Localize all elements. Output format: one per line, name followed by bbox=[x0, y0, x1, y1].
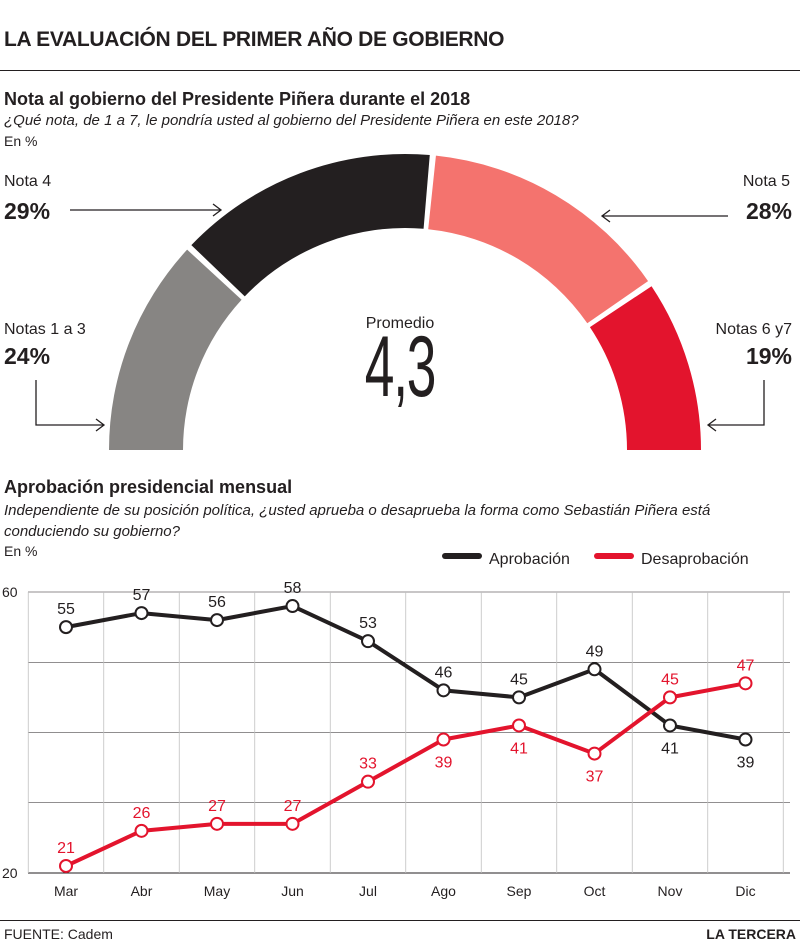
arrow-notas1a3 bbox=[35, 380, 106, 432]
data-label: 53 bbox=[359, 615, 377, 632]
slice-label-notas1a3: Notas 1 a 3 bbox=[4, 321, 86, 338]
data-point bbox=[210, 816, 224, 831]
data-label: 33 bbox=[359, 756, 377, 773]
data-point bbox=[285, 599, 300, 614]
data-label: 37 bbox=[586, 769, 604, 786]
x-tick-label: Jul bbox=[359, 883, 377, 899]
data-label: 46 bbox=[435, 664, 453, 681]
data-label: 39 bbox=[435, 755, 453, 772]
series-line-aprobacion bbox=[65, 604, 746, 742]
data-point bbox=[738, 732, 753, 747]
approval-section-title: Aprobación presidencial mensual bbox=[4, 477, 293, 497]
y-tick-label: 20 bbox=[2, 865, 18, 881]
x-tick-label: May bbox=[204, 883, 230, 899]
x-tick-label: Ago bbox=[431, 883, 456, 899]
data-point bbox=[59, 620, 73, 635]
data-point bbox=[361, 634, 375, 649]
data-point bbox=[436, 732, 451, 747]
data-label: 27 bbox=[284, 798, 302, 815]
data-point bbox=[738, 676, 753, 691]
data-label: 57 bbox=[133, 587, 151, 604]
data-point bbox=[587, 746, 602, 761]
arrow-nota5 bbox=[600, 209, 728, 223]
legend-swatch-aprobacion bbox=[442, 553, 482, 559]
average-value: 4,3 bbox=[364, 319, 437, 415]
slice-value-notas6y7: 19% bbox=[745, 343, 792, 369]
data-label: 58 bbox=[284, 580, 302, 597]
data-label: 55 bbox=[57, 601, 75, 618]
data-point bbox=[512, 690, 526, 705]
publisher-brand: LA TERCERA bbox=[706, 926, 796, 942]
approval-section-question: Independiente de su posición política, ¿… bbox=[4, 502, 711, 541]
data-point bbox=[663, 718, 677, 733]
slice-value-nota5: 28% bbox=[745, 198, 792, 224]
data-point bbox=[587, 662, 602, 677]
y-tick-label: 60 bbox=[2, 584, 18, 600]
x-tick-label: Abr bbox=[131, 883, 153, 899]
slice-label-nota4: Nota 4 bbox=[4, 173, 52, 190]
slice-label-notas6y7: Notas 6 y7 bbox=[715, 321, 792, 338]
data-label: 26 bbox=[133, 805, 151, 822]
data-point bbox=[134, 823, 149, 838]
source-note: FUENTE: Cadem bbox=[4, 926, 113, 942]
approval-section-unit: En % bbox=[4, 543, 38, 559]
data-label: 45 bbox=[661, 671, 679, 688]
title-divider bbox=[0, 70, 800, 71]
gauge-slice-1 bbox=[191, 154, 430, 297]
arrow-notas6y7 bbox=[706, 380, 765, 432]
data-point bbox=[361, 774, 375, 789]
data-label: 39 bbox=[737, 755, 755, 772]
legend-swatch-desaprobacion bbox=[594, 553, 634, 559]
slice-label-nota5: Nota 5 bbox=[742, 173, 790, 190]
x-tick-label: Dic bbox=[735, 883, 755, 899]
gauge-slice-2 bbox=[428, 155, 649, 324]
monthly-approval-line-chart: 55 57 56 58 53 46 45 49 41 39 21 26 27 27 33 39 41 37 45 47… bbox=[2, 580, 790, 899]
data-label: 47 bbox=[737, 657, 755, 674]
data-point bbox=[134, 606, 149, 621]
data-label: 27 bbox=[208, 798, 226, 815]
legend-label-desaprobacion: Desaprobación bbox=[641, 551, 749, 568]
gauge-slice-3 bbox=[589, 286, 701, 450]
slice-value-nota4: 29% bbox=[4, 198, 51, 224]
gauge-section-question: ¿Qué nota, de 1 a 7, le pondría usted al… bbox=[4, 112, 579, 129]
data-point bbox=[663, 690, 677, 705]
grade-gauge-chart bbox=[35, 154, 765, 450]
arrow-nota4 bbox=[70, 203, 223, 217]
gauge-slice-0 bbox=[109, 249, 242, 450]
x-tick-label: Jun bbox=[281, 883, 304, 899]
slice-value-notas1a3: 24% bbox=[4, 343, 51, 369]
data-point bbox=[285, 816, 300, 831]
data-point bbox=[59, 858, 73, 873]
gauge-section-title: Nota al gobierno del Presidente Piñera d… bbox=[4, 89, 471, 109]
data-point bbox=[210, 613, 224, 628]
x-tick-label: Mar bbox=[54, 883, 78, 899]
series-line-desaprobacion bbox=[65, 681, 746, 868]
gauge-section-unit: En % bbox=[4, 133, 38, 149]
main-title: LA EVALUACIÓN DEL PRIMER AÑO DE GOBIERNO bbox=[4, 28, 505, 51]
legend-label-aprobacion: Aprobación bbox=[489, 551, 570, 568]
x-tick-label: Nov bbox=[658, 883, 683, 899]
footer-divider bbox=[0, 920, 800, 921]
data-label: 41 bbox=[510, 740, 528, 757]
data-label: 49 bbox=[586, 643, 604, 660]
data-label: 45 bbox=[510, 671, 528, 688]
data-label: 41 bbox=[661, 740, 679, 757]
data-point bbox=[436, 683, 451, 698]
data-label: 21 bbox=[57, 840, 75, 857]
data-label: 56 bbox=[208, 594, 226, 611]
x-tick-label: Oct bbox=[584, 883, 606, 899]
average-label: Promedio bbox=[365, 315, 435, 332]
data-point bbox=[512, 718, 526, 733]
x-tick-label: Sep bbox=[507, 883, 532, 899]
